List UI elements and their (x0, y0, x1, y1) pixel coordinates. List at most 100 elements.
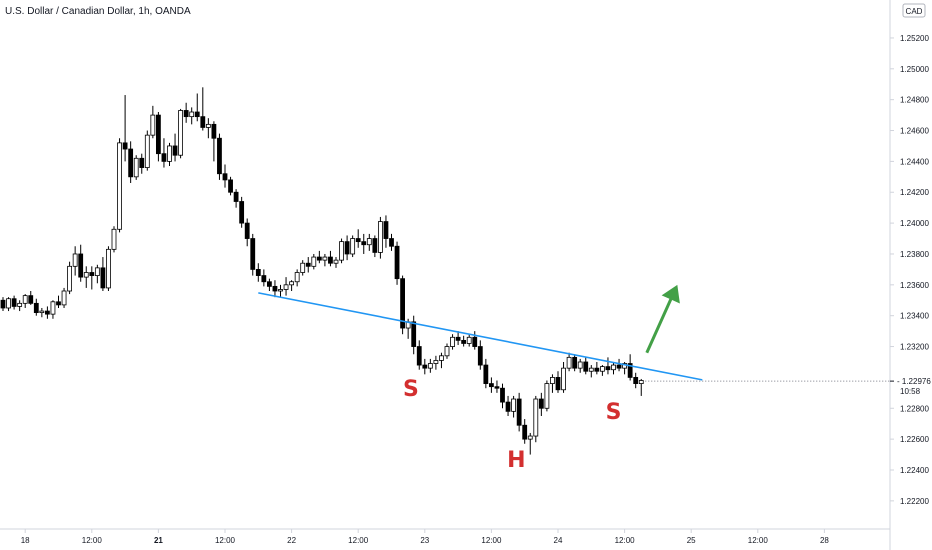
candle-body-up (106, 248, 111, 289)
candle (538, 392, 544, 416)
candle (144, 130, 150, 171)
candle-body-up (577, 361, 583, 369)
candle (550, 374, 555, 393)
time-tick-label: 18 (21, 536, 30, 545)
bullish-arrow[interactable] (645, 284, 680, 354)
candle (205, 118, 211, 139)
candle-body-up (283, 284, 289, 290)
candle (561, 361, 566, 393)
time-tick-label: 25 (687, 536, 696, 545)
time-tick-label: 28 (820, 536, 829, 545)
candle-body-down (616, 364, 622, 369)
candle-body-up (322, 256, 328, 261)
time-tick-label: 12:00 (748, 536, 769, 545)
candle (255, 263, 261, 282)
candle-body-up (22, 295, 28, 304)
candle (594, 361, 600, 375)
candle (155, 112, 161, 162)
candle (400, 275, 406, 335)
candle (472, 331, 478, 350)
currency-badge[interactable] (902, 3, 926, 18)
price-tick-label: 1.24600 (900, 127, 929, 136)
candle (239, 196, 245, 228)
candle-body-down (78, 253, 84, 278)
price-axis[interactable]: CAD 1.25200 1.25000 1.24800 1.24600 1.24400 1… (889, 0, 931, 550)
time-tick-label: 12:00 (82, 536, 103, 545)
candle-body-down (344, 241, 350, 255)
candle-body-down (494, 386, 500, 389)
candle (588, 365, 594, 378)
candle (200, 87, 206, 131)
candle-body-up (566, 356, 572, 369)
candle (106, 246, 111, 292)
candle (294, 269, 300, 287)
neckline-trendline[interactable] (258, 292, 703, 381)
candle (500, 383, 505, 409)
currency-badge-label: CAD (906, 7, 923, 16)
candle (577, 358, 583, 373)
pattern-label: S (606, 400, 622, 425)
candle (394, 241, 400, 285)
candle (466, 334, 472, 347)
candle-body-up (339, 241, 344, 261)
candle-body-down (422, 364, 428, 369)
candle (611, 361, 616, 375)
candle-body-down (261, 275, 267, 283)
candle (305, 257, 311, 273)
candle (50, 300, 56, 319)
candle-body-up (611, 364, 616, 371)
candle (616, 358, 622, 372)
candle-body-up (178, 110, 184, 156)
candle-body-down (594, 367, 600, 372)
candle-body-up (167, 145, 172, 162)
candle-body-up (72, 253, 78, 267)
candle-body-down (217, 137, 222, 175)
candle-body-up (189, 111, 195, 118)
candle (67, 261, 72, 295)
candle-body-up (61, 290, 67, 306)
candle (444, 343, 450, 359)
candle (233, 189, 239, 208)
candle-body-down (316, 256, 322, 261)
candle-body-down (633, 377, 639, 384)
candle (544, 380, 550, 412)
candle (316, 250, 322, 264)
candle-body-up (133, 157, 139, 178)
candle-body-down (272, 285, 278, 292)
candle (194, 93, 200, 122)
candle (638, 378, 644, 396)
candle-body-up (205, 123, 211, 128)
candle (322, 253, 328, 267)
candle-body-down (28, 295, 34, 304)
candle (533, 395, 539, 443)
candle-body-up (67, 265, 72, 292)
candle-body-down (522, 424, 528, 440)
candle (300, 260, 306, 276)
candle-body-down (411, 321, 417, 347)
candle-body-down (305, 262, 311, 267)
candle-body-up (638, 380, 644, 384)
price-tick-label: 1.25200 (900, 34, 929, 43)
time-axis[interactable]: 18 12:00 21 12:00 22 12:00 23 12:00 24 12:00 25 12:… (0, 528, 890, 545)
candle-body-down (255, 269, 261, 276)
candle (217, 133, 222, 180)
candle-body-up (544, 383, 550, 409)
price-tick-label: 1.22200 (900, 497, 929, 506)
candle (477, 340, 483, 370)
candle-body-down (505, 401, 511, 412)
arrow-shape (645, 284, 680, 354)
candle (261, 269, 267, 287)
price-tick-label: 1.23200 (900, 343, 929, 352)
candle (344, 235, 350, 261)
candle (311, 253, 317, 270)
candle (361, 233, 367, 254)
candle-body-down (472, 336, 478, 347)
price-tick-label: 1.25000 (900, 65, 929, 74)
candle-body-up (94, 267, 100, 276)
time-tick-label: 12:00 (348, 536, 369, 545)
candle (433, 355, 439, 370)
candle (627, 354, 633, 381)
candle (183, 102, 189, 123)
